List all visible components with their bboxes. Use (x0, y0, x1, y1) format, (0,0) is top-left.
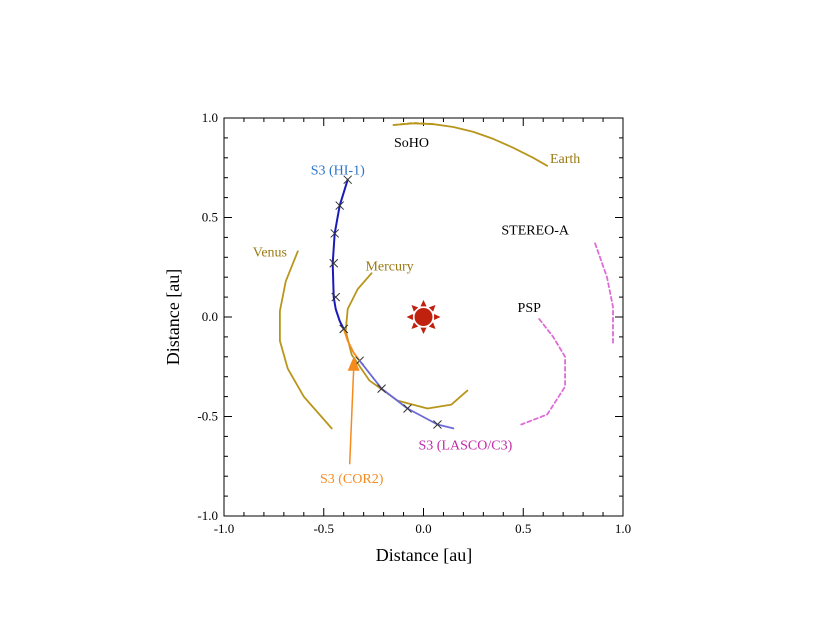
series-venus (278, 250, 333, 430)
label-psp: PSP (518, 301, 542, 316)
x-tick-label: -0.5 (313, 521, 334, 536)
sun-disc (414, 308, 433, 326)
series-s3-hi-1 (331, 178, 349, 330)
y-tick-label: 1.0 (202, 110, 218, 125)
cor2-pointer-line (348, 368, 355, 465)
y-tick-label: -1.0 (197, 508, 218, 523)
marker-s3-hi-1 (343, 175, 353, 185)
marker-stroke (330, 229, 340, 238)
label-s3-hi-1: S3 (HI-1) (311, 164, 365, 179)
series-earth (392, 122, 549, 167)
label-stereo-a: STEREO-A (501, 223, 570, 238)
sun-icon (406, 300, 441, 334)
x-tick-label: 1.0 (615, 521, 631, 536)
y-axis-label: Distance [au] (163, 269, 183, 365)
x-tick-label: 0.5 (515, 521, 531, 536)
sun-ray (420, 300, 427, 307)
marker-stroke (335, 201, 345, 210)
sun-ray (411, 322, 419, 330)
marker-stroke (433, 420, 442, 429)
x-tick-label: 0.0 (415, 521, 431, 536)
y-tick-label: 0.5 (202, 210, 218, 225)
sun-ray (411, 304, 419, 312)
marker-stroke (403, 404, 412, 413)
sun-ray (406, 313, 413, 321)
sun-ray (420, 327, 427, 334)
x-tick-label: -1.0 (214, 521, 235, 536)
marker-s3-lasco-c3 (433, 420, 442, 429)
series-layer (278, 122, 614, 465)
y-tick-label: -0.5 (197, 409, 218, 424)
marker-s3-hi-1 (331, 292, 341, 302)
annotations: SoHO Earth S3 (HI-1) STEREO-A Venus Mercury PS… (253, 136, 581, 487)
axis-ticks: -1.0 -0.5 0.0 0.5 1.0 -1.0 -0.5 0.0 0.5 1.0 (197, 110, 631, 536)
marker-stroke (331, 292, 341, 302)
label-venus: Venus (253, 245, 287, 260)
series-s3-lasco-c3 (358, 359, 455, 430)
marker-s3-cor2 (339, 324, 349, 334)
label-s3-cor2: S3 (COR2) (320, 472, 384, 487)
marker-s3-hi-1 (329, 258, 339, 268)
sun-ray (428, 322, 436, 330)
label-soho: SoHO (394, 136, 429, 151)
x-axis-label: Distance [au] (376, 545, 472, 565)
marker-s3-lasco-c3 (403, 404, 412, 413)
label-mercury: Mercury (365, 259, 413, 274)
marker-stroke (329, 258, 339, 268)
cor2-pointer-arrowhead (347, 356, 360, 371)
marker-s3-lasco-c3 (377, 384, 386, 393)
marker-s3-hi-1 (335, 201, 345, 210)
marker-stroke (343, 175, 353, 185)
series-s3-cor2 (342, 327, 361, 362)
label-earth: Earth (550, 152, 580, 167)
marker-s3-hi-1 (330, 229, 340, 238)
y-tick-label: 0.0 (202, 309, 218, 324)
series-soho (392, 122, 435, 126)
series-mercury (344, 272, 469, 410)
marker-stroke (377, 384, 386, 393)
series-psp (520, 318, 566, 426)
marker-stroke (339, 324, 349, 334)
sun-ray (434, 313, 441, 321)
label-s3-lasco-c3: S3 (LASCO/C3) (419, 438, 513, 453)
series-stereo-a (594, 242, 614, 344)
sun-ray (428, 304, 436, 312)
